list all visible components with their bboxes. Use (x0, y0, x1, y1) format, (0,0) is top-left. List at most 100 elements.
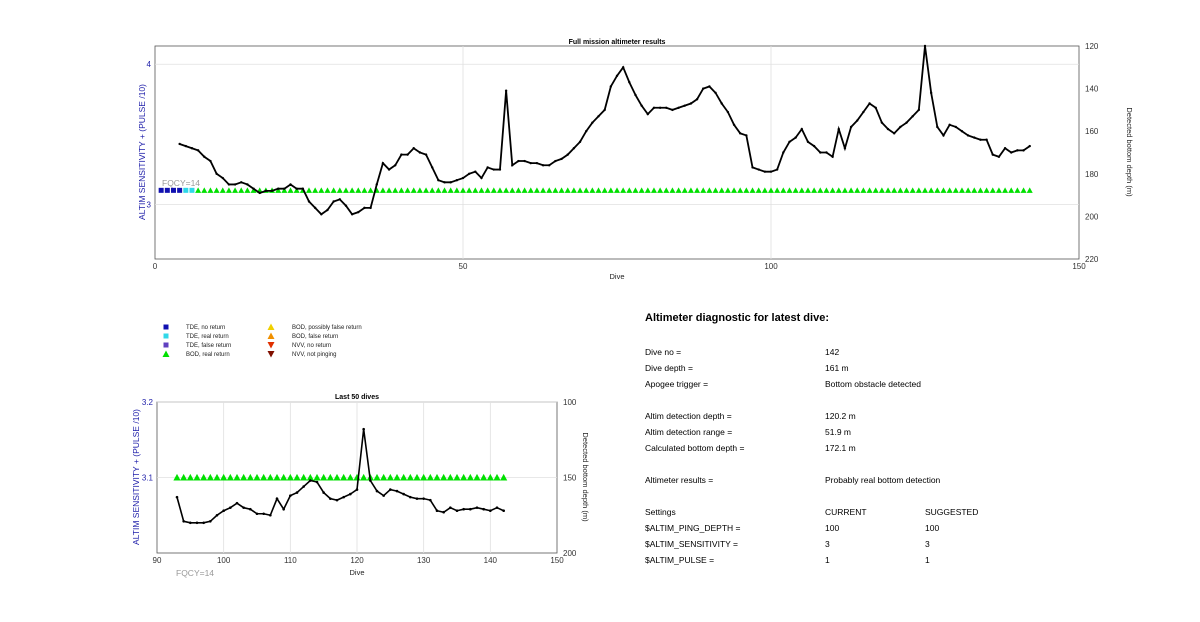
bod-marker (669, 187, 676, 193)
depth-point (523, 159, 526, 163)
bod-marker (275, 187, 282, 193)
setting-current: 100 (825, 523, 840, 533)
bod-marker (460, 187, 466, 193)
bod-marker (533, 187, 540, 193)
x-tick-label: 140 (484, 556, 498, 565)
depth-point (621, 66, 625, 69)
bod-marker (219, 187, 226, 193)
bod-marker (1008, 187, 1015, 193)
bod-marker (266, 473, 274, 481)
depth-point (886, 127, 890, 131)
full-mission-fqcy-annotation: FQCY=14 (162, 178, 200, 188)
depth-point (467, 172, 471, 175)
depth-point (917, 108, 921, 112)
depth-point (775, 168, 779, 171)
depth-point (856, 119, 859, 122)
tde-marker (164, 187, 170, 193)
legend-triangle-down-icon (267, 342, 275, 349)
right-y-tick-label: 140 (1085, 85, 1099, 94)
bod-marker (1014, 187, 1021, 193)
depth-point (342, 495, 345, 499)
bod-marker (293, 473, 301, 481)
bod-marker (903, 187, 910, 193)
bod-marker (706, 187, 713, 193)
left-y-tick-label: 3.2 (142, 398, 154, 407)
bod-marker (441, 187, 448, 193)
depth-point (646, 112, 649, 116)
depth-point (332, 200, 335, 203)
depth-point (338, 198, 341, 201)
depth-point (431, 166, 434, 169)
bod-marker (601, 187, 608, 193)
depth-point (1010, 151, 1013, 154)
bod-marker (607, 187, 614, 193)
diagnostic-label: Calculated bottom depth = (645, 443, 745, 453)
depth-point (726, 110, 730, 114)
depth-point (862, 110, 865, 114)
bod-marker (306, 473, 314, 481)
bod-marker (866, 187, 873, 193)
depth-point (498, 168, 502, 171)
depth-point (812, 144, 816, 148)
depth-point (899, 125, 902, 129)
depth-point (184, 144, 187, 148)
diagnostic-value: Bottom obstacle detected (825, 379, 921, 389)
depth-point (788, 140, 791, 144)
depth-point (437, 178, 440, 182)
bod-marker (373, 473, 381, 481)
depth-point (502, 509, 505, 513)
depth-point (831, 155, 834, 158)
x-tick-label: 150 (1072, 262, 1086, 271)
depth-point (402, 492, 405, 496)
bod-marker (995, 187, 1002, 193)
depth-point (763, 170, 767, 173)
bod-marker (496, 187, 503, 193)
full-mission-chart: Full mission altimeter results Dive ALTI… (137, 39, 1134, 281)
depth-point (350, 213, 354, 216)
bod-marker (406, 473, 414, 481)
bod-marker (971, 187, 978, 193)
depth-point (1003, 147, 1007, 150)
setting-suggested: 1 (925, 555, 930, 565)
depth-point (429, 498, 432, 502)
depth-point (985, 138, 988, 141)
depth-point (355, 488, 359, 491)
depth-point (443, 181, 446, 184)
depth-point (474, 170, 477, 173)
depth-point (966, 134, 970, 137)
left-y-tick-label: 4 (147, 60, 152, 69)
bod-marker (346, 473, 354, 481)
depth-point (455, 509, 459, 513)
bod-marker (484, 187, 491, 193)
depth-point (389, 488, 392, 491)
depth-point (997, 155, 1001, 158)
depth-point (702, 87, 705, 90)
depth-point (282, 507, 285, 511)
full-mission-markers (158, 187, 1033, 193)
bod-marker (577, 187, 584, 193)
depth-point (249, 507, 252, 511)
bod-marker (792, 187, 799, 193)
bod-marker (206, 473, 214, 481)
right-y-tick-label: 220 (1085, 255, 1099, 264)
depth-point (806, 140, 810, 144)
bod-marker (817, 187, 824, 193)
depth-point (258, 191, 261, 195)
depth-point (757, 168, 760, 171)
bod-marker (749, 187, 756, 193)
depth-point (309, 479, 312, 482)
depth-point (196, 149, 200, 152)
bod-marker (860, 187, 867, 193)
bod-marker (595, 187, 602, 193)
depth-point (511, 164, 514, 167)
diagnostic-label: Altim detection range = (645, 427, 733, 437)
setting-current: 1 (825, 555, 830, 565)
full-mission-ticks: 0 50 100 150 3 4 120 140 160 180 200 220 (147, 42, 1099, 271)
bod-marker (413, 473, 421, 481)
depth-point (215, 172, 218, 175)
bod-marker (226, 473, 234, 481)
bod-marker (313, 473, 321, 481)
bod-marker (1026, 187, 1033, 193)
bod-marker (260, 473, 268, 481)
bod-marker (694, 187, 701, 193)
